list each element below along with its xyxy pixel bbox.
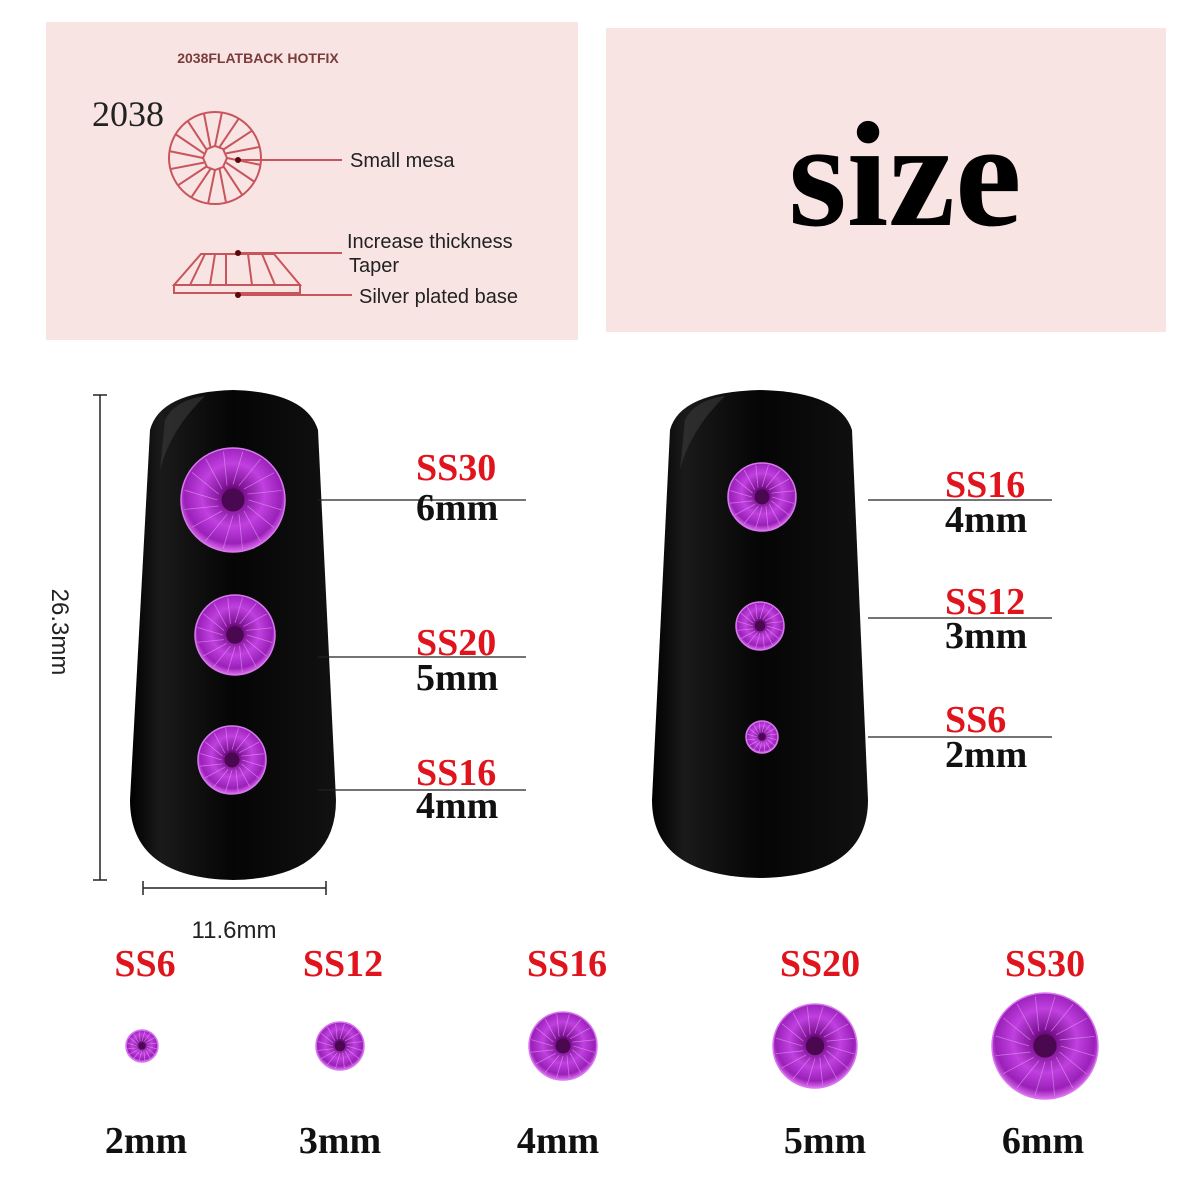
right-nail-mm-label: 4mm: [945, 499, 1027, 541]
left-nail-ss-label: SS20: [416, 622, 496, 664]
size-row-gem: [528, 1011, 598, 1081]
size-row-ss-label: SS16: [527, 943, 607, 985]
size-row-gem: [125, 1029, 159, 1063]
right-nail-ss-label: SS6: [945, 699, 1006, 741]
model-number: 2038: [92, 94, 164, 134]
size-row-ss-label: SS12: [303, 943, 383, 985]
size-row-mm-label: 5mm: [784, 1120, 866, 1162]
rhinestone-top-view-icon: [168, 111, 262, 205]
callout-small-mesa: Small mesa: [350, 150, 455, 172]
left-nail-mm-label: 4mm: [416, 785, 498, 827]
size-row-gem: [315, 1021, 365, 1071]
size-row-mm-label: 6mm: [1002, 1120, 1084, 1162]
size-row-ss-label: SS30: [1005, 943, 1085, 985]
right-nail-gem: [727, 462, 797, 532]
size-row-mm-label: 2mm: [105, 1120, 187, 1162]
diagram-heading: 2038FLATBACK HOTFIX: [177, 50, 339, 66]
left-nail-gem: [180, 447, 286, 553]
width-dimension: [142, 881, 327, 895]
size-title: size: [788, 92, 1021, 258]
size-row-ss-label: SS6: [114, 943, 175, 985]
right-nail-ss-label: SS12: [945, 581, 1025, 623]
right-nail-mm-label: 2mm: [945, 734, 1027, 776]
right-nail-gem: [745, 720, 779, 754]
width-label: 11.6mm: [192, 917, 277, 944]
left-nail-gem: [197, 725, 267, 795]
right-nail-mm-label: 3mm: [945, 615, 1027, 657]
size-row-mm-label: 3mm: [299, 1120, 381, 1162]
size-panel: size: [606, 28, 1166, 332]
left-nail-mm-label: 5mm: [416, 657, 498, 699]
left-nail-gem: [194, 594, 276, 676]
size-row-gem: [991, 992, 1099, 1100]
callout-taper: Taper: [349, 255, 399, 277]
gems: [125, 447, 1099, 1100]
size-labels: SS306mmSS205mmSS164mmSS164mmSS123mmSS62m…: [105, 447, 1085, 1162]
right-nail-gem: [735, 601, 785, 651]
size-row-mm-label: 4mm: [517, 1120, 599, 1162]
right-nail-ss-label: SS16: [945, 464, 1025, 506]
callout-silver-base: Silver plated base: [359, 286, 518, 308]
size-row-gem: [772, 1003, 858, 1089]
left-nail-ss-label: SS16: [416, 752, 496, 794]
left-nail-ss-label: SS30: [416, 447, 496, 489]
callout-increase-thickness: Increase thickness: [347, 231, 513, 253]
left-nail-mm-label: 6mm: [416, 487, 498, 529]
length-label: 26.3mm: [46, 589, 73, 676]
length-dimension: [93, 394, 107, 881]
diagram-panel: 2038FLATBACK HOTFIX 2038 Small mesa Incr…: [46, 22, 578, 340]
size-row-ss-label: SS20: [780, 943, 860, 985]
